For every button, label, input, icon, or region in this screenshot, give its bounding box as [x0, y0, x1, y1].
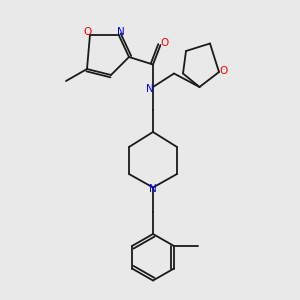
- Text: N: N: [146, 83, 153, 94]
- Text: N: N: [117, 27, 124, 37]
- Text: O: O: [219, 65, 228, 76]
- Text: O: O: [84, 27, 92, 37]
- Text: N: N: [149, 184, 157, 194]
- Text: O: O: [160, 38, 168, 49]
